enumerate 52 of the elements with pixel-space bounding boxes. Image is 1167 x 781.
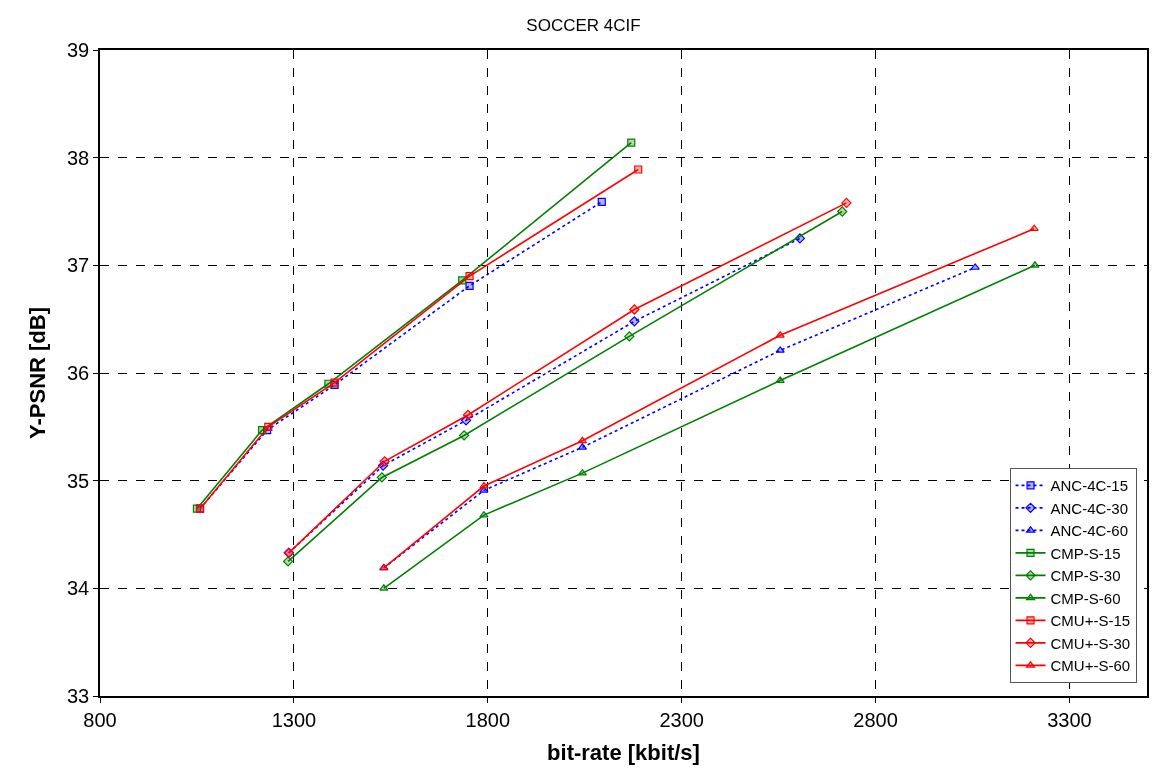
point <box>775 331 785 338</box>
y-tick-label: 37 <box>67 254 90 277</box>
point <box>837 206 848 217</box>
legend-label: CMP-S-15 <box>1050 544 1121 562</box>
x-tick-label: 800 <box>83 708 117 731</box>
chart-title: SOCCER 4CIF <box>526 16 641 36</box>
y-tick-label: 36 <box>67 362 90 384</box>
point <box>458 430 470 441</box>
y-tick-label: 38 <box>67 146 90 169</box>
y-tick-label: 39 <box>67 39 90 61</box>
point <box>479 481 489 489</box>
legend-label: ANC-4C-60 <box>1050 522 1129 540</box>
point <box>1030 261 1040 268</box>
legend-label: CMP-S-60 <box>1050 589 1121 607</box>
point <box>627 138 636 147</box>
point <box>970 263 980 270</box>
point <box>264 422 273 431</box>
x-tick-label: 2800 <box>853 708 898 731</box>
y-tick-label: 33 <box>67 685 90 707</box>
x-tick-label: 2300 <box>659 708 704 731</box>
point <box>597 197 606 206</box>
legend-label: CMU+-S-30 <box>1050 634 1131 652</box>
x-tick-label: 3300 <box>1047 708 1092 731</box>
legend-label: CMU+-S-15 <box>1050 612 1131 630</box>
y-tick-label: 35 <box>67 469 90 492</box>
point <box>376 472 388 483</box>
point <box>479 486 489 493</box>
point <box>465 272 474 281</box>
point <box>282 556 294 567</box>
point <box>624 331 635 342</box>
y-tick-label: 34 <box>67 577 90 600</box>
point <box>841 197 852 209</box>
point <box>634 165 643 174</box>
point <box>629 304 640 315</box>
point <box>462 409 474 421</box>
legend-label: CMU+-S-60 <box>1050 657 1131 675</box>
point <box>1029 224 1039 232</box>
point <box>775 346 785 353</box>
point <box>479 511 489 518</box>
point <box>379 456 390 467</box>
legend-label: ANC-4C-30 <box>1050 499 1129 517</box>
point <box>775 376 785 383</box>
x-tick-label: 1300 <box>271 708 317 731</box>
legend-label: ANC-4C-15 <box>1050 477 1129 495</box>
point <box>577 436 588 444</box>
point <box>465 281 474 290</box>
point <box>629 316 640 327</box>
x-tick-label: 1800 <box>465 708 511 731</box>
legend-label: CMP-S-30 <box>1050 567 1121 585</box>
y-axis-title: Y-PSNR [dB] <box>25 307 51 439</box>
point <box>379 584 389 591</box>
x-axis-title: bit-rate [kbit/s] <box>547 740 700 766</box>
